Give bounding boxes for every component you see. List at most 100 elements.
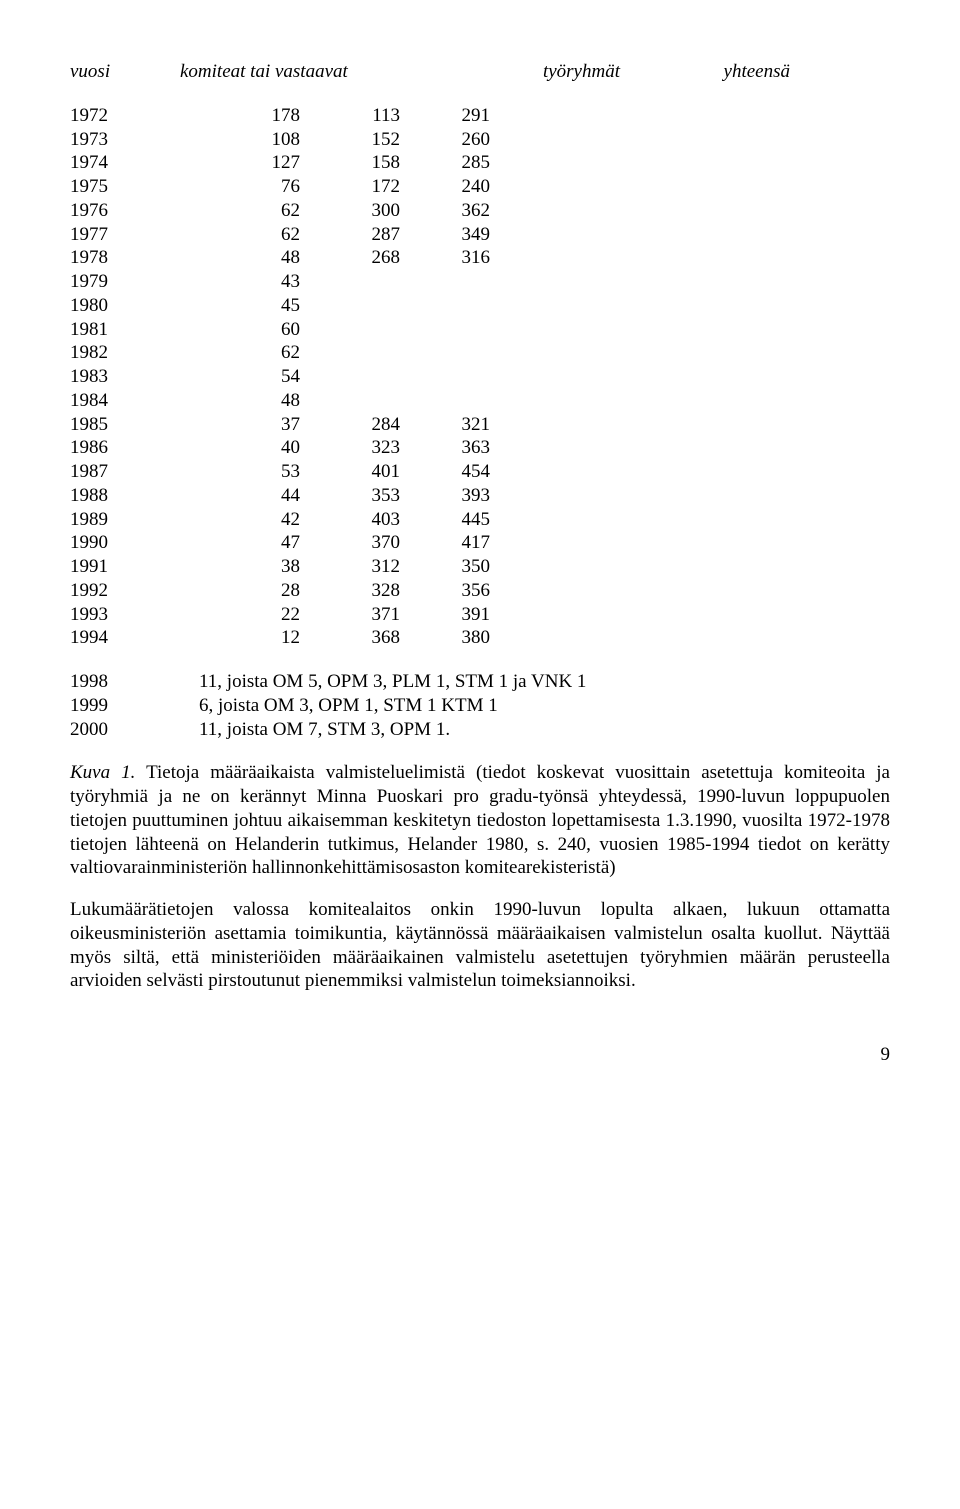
cell-tyoryhmat: 113 (300, 104, 400, 128)
table-row: 198045 (70, 294, 490, 318)
table-row: 1972178113291 (70, 104, 490, 128)
table-row: 199047370417 (70, 531, 490, 555)
cell-year: 1973 (70, 128, 180, 152)
table-row: 199412368380 (70, 626, 490, 650)
table-row: 198753401454 (70, 460, 490, 484)
cell-komiteat: 48 (180, 389, 300, 413)
cell-tyoryhmat: 403 (300, 508, 400, 532)
cell-komiteat: 43 (180, 270, 300, 294)
cell-yhteensa: 240 (400, 175, 490, 199)
cell-yhteensa (400, 389, 490, 413)
note-text: 11, joista OM 7, STM 3, OPM 1. (180, 718, 890, 742)
cell-komiteat: 62 (180, 341, 300, 365)
cell-yhteensa: 316 (400, 246, 490, 270)
cell-tyoryhmat: 371 (300, 603, 400, 627)
note-row: 19996, joista OM 3, OPM 1, STM 1 KTM 1 (70, 694, 890, 718)
table-header: vuosi komiteat tai vastaavat työryhmät y… (70, 60, 890, 84)
cell-komiteat: 108 (180, 128, 300, 152)
cell-komiteat: 38 (180, 555, 300, 579)
cell-tyoryhmat (300, 318, 400, 342)
table-row: 198942403445 (70, 508, 490, 532)
table-row: 199228328356 (70, 579, 490, 603)
table-row: 197576172240 (70, 175, 490, 199)
cell-tyoryhmat: 287 (300, 223, 400, 247)
cell-yhteensa: 349 (400, 223, 490, 247)
cell-komiteat: 22 (180, 603, 300, 627)
cell-komiteat: 54 (180, 365, 300, 389)
cell-yhteensa: 362 (400, 199, 490, 223)
cell-komiteat: 62 (180, 223, 300, 247)
cell-yhteensa: 260 (400, 128, 490, 152)
header-tyoryhmat: työryhmät (460, 60, 660, 84)
note-year: 1998 (70, 670, 180, 694)
cell-komiteat: 37 (180, 413, 300, 437)
table-row: 198354 (70, 365, 490, 389)
kuva-text: Tietoja määräaikaista valmisteluelimistä… (70, 762, 890, 878)
cell-tyoryhmat: 323 (300, 436, 400, 460)
table-row: 199322371391 (70, 603, 490, 627)
cell-yhteensa (400, 341, 490, 365)
cell-year: 1978 (70, 246, 180, 270)
cell-year: 1987 (70, 460, 180, 484)
cell-year: 1974 (70, 151, 180, 175)
table-row: 197662300362 (70, 199, 490, 223)
table-row: 1974127158285 (70, 151, 490, 175)
cell-year: 1972 (70, 104, 180, 128)
cell-yhteensa: 285 (400, 151, 490, 175)
cell-tyoryhmat (300, 341, 400, 365)
note-year: 2000 (70, 718, 180, 742)
note-text: 6, joista OM 3, OPM 1, STM 1 KTM 1 (180, 694, 890, 718)
header-yhteensa: yhteensä (660, 60, 790, 84)
cell-komiteat: 53 (180, 460, 300, 484)
cell-year: 1980 (70, 294, 180, 318)
kuva-caption: Kuva 1. Tietoja määräaikaista valmistelu… (70, 761, 890, 880)
table-row: 197848268316 (70, 246, 490, 270)
cell-tyoryhmat: 328 (300, 579, 400, 603)
cell-tyoryhmat (300, 294, 400, 318)
table-row: 1973108152260 (70, 128, 490, 152)
cell-komiteat: 28 (180, 579, 300, 603)
cell-yhteensa (400, 365, 490, 389)
notes-block: 199811, joista OM 5, OPM 3, PLM 1, STM 1… (70, 670, 890, 741)
cell-year: 1976 (70, 199, 180, 223)
cell-tyoryhmat: 401 (300, 460, 400, 484)
cell-yhteensa: 363 (400, 436, 490, 460)
cell-yhteensa: 391 (400, 603, 490, 627)
data-table: 1972178113291197310815226019741271582851… (70, 104, 490, 650)
cell-komiteat: 127 (180, 151, 300, 175)
cell-komiteat: 42 (180, 508, 300, 532)
header-komiteat: komiteat tai vastaavat (180, 60, 460, 84)
cell-komiteat: 40 (180, 436, 300, 460)
cell-tyoryhmat (300, 365, 400, 389)
cell-tyoryhmat: 268 (300, 246, 400, 270)
cell-komiteat: 62 (180, 199, 300, 223)
cell-yhteensa: 350 (400, 555, 490, 579)
cell-tyoryhmat: 284 (300, 413, 400, 437)
cell-yhteensa: 291 (400, 104, 490, 128)
cell-year: 1986 (70, 436, 180, 460)
header-vuosi: vuosi (70, 60, 180, 84)
table-row: 198844353393 (70, 484, 490, 508)
table-row: 197943 (70, 270, 490, 294)
note-year: 1999 (70, 694, 180, 718)
cell-komiteat: 48 (180, 246, 300, 270)
cell-tyoryhmat: 300 (300, 199, 400, 223)
cell-tyoryhmat: 370 (300, 531, 400, 555)
cell-year: 1982 (70, 341, 180, 365)
cell-komiteat: 47 (180, 531, 300, 555)
cell-yhteensa: 417 (400, 531, 490, 555)
cell-komiteat: 76 (180, 175, 300, 199)
cell-tyoryhmat: 368 (300, 626, 400, 650)
table-row: 197762287349 (70, 223, 490, 247)
page-number: 9 (70, 1043, 890, 1067)
cell-komiteat: 60 (180, 318, 300, 342)
table-row: 198640323363 (70, 436, 490, 460)
cell-year: 1989 (70, 508, 180, 532)
cell-komiteat: 44 (180, 484, 300, 508)
note-row: 199811, joista OM 5, OPM 3, PLM 1, STM 1… (70, 670, 890, 694)
cell-tyoryhmat: 152 (300, 128, 400, 152)
cell-year: 1994 (70, 626, 180, 650)
cell-year: 1983 (70, 365, 180, 389)
table-row: 198160 (70, 318, 490, 342)
cell-yhteensa: 321 (400, 413, 490, 437)
